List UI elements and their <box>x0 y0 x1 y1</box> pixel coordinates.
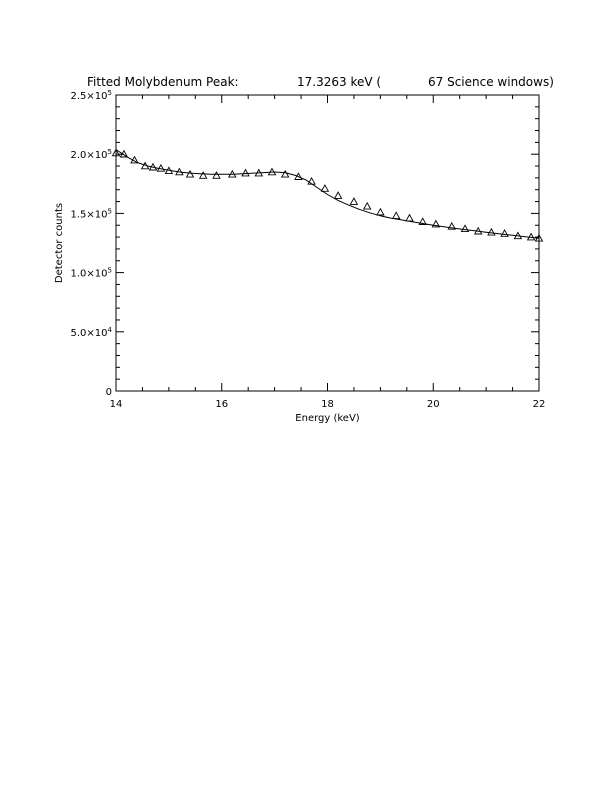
chart-title-part-1: Fitted Molybdenum Peak: <box>87 75 239 89</box>
data-point-triangle <box>418 217 427 225</box>
data-point-triangle <box>447 221 457 230</box>
x-tick-labels: 14 16 18 20 22 <box>110 399 546 410</box>
data-point-triangle <box>431 219 441 228</box>
data-point-triangle <box>241 168 250 177</box>
data-point-triangle <box>405 213 414 222</box>
y-tick-label: 2.5×105 <box>71 89 112 102</box>
data-point-triangle <box>320 184 330 192</box>
chart-title-part-2: 17.3263 keV ( <box>297 75 381 89</box>
data-series <box>111 148 544 242</box>
data-point-triangle <box>500 229 509 237</box>
data-point-triangle <box>212 171 221 179</box>
data-point-triangle <box>185 169 195 178</box>
data-point-triangle <box>198 171 208 179</box>
chart-title: Fitted Molybdenum Peak: 17.3263 keV ( 67… <box>87 75 554 89</box>
chart-title-part-3: 67 Science windows) <box>428 75 554 89</box>
data-point-triangle <box>460 224 470 233</box>
data-point-triangle <box>349 197 359 205</box>
data-point-triangle <box>280 169 290 178</box>
y-tick-label: 1.0×105 <box>71 267 112 280</box>
data-point-triangle <box>111 148 121 157</box>
y-axis-label: Detector counts <box>54 203 65 283</box>
data-point-triangle <box>376 207 385 216</box>
data-point-triangle <box>333 191 343 199</box>
data-point-triangle <box>487 227 496 236</box>
x-tick-label: 20 <box>427 399 440 410</box>
plot-area-frame <box>115 94 540 392</box>
y-tick-label: 1.5×105 <box>71 207 112 220</box>
x-tick-label: 18 <box>321 399 334 410</box>
axis-ticks <box>115 94 540 392</box>
x-tick-label: 16 <box>215 399 228 410</box>
fit-curve <box>115 149 540 239</box>
y-tick-labels: 0 5.0×104 1.0×105 1.5×105 2.0×105 2.5×105 <box>71 89 113 398</box>
x-tick-label: 14 <box>110 399 123 410</box>
y-tick-label: 2.0×105 <box>71 148 112 161</box>
x-axis-label: Energy (keV) <box>295 413 360 424</box>
y-tick-label: 0 <box>106 387 112 398</box>
data-point-triangle <box>362 201 372 210</box>
y-tick-label: 5.0×104 <box>71 326 113 339</box>
x-tick-label: 22 <box>533 399 546 410</box>
data-point-triangle <box>391 211 401 220</box>
